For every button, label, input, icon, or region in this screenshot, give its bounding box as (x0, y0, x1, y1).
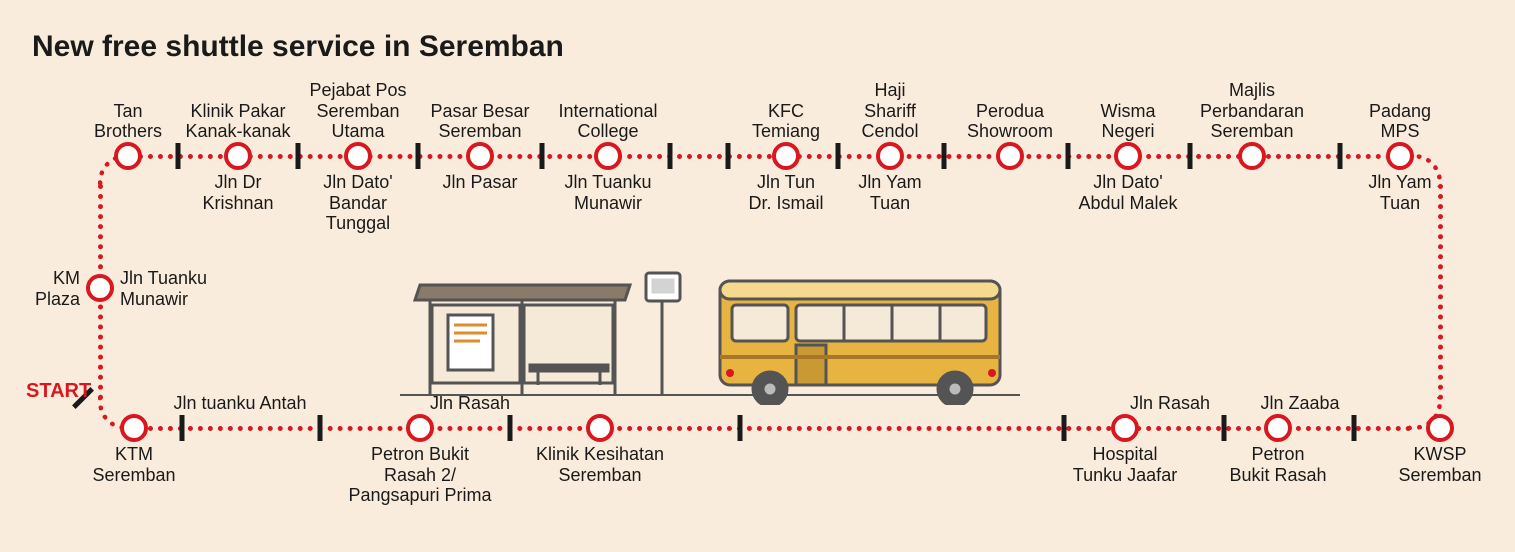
stop-label-top: Haji Shariff Cendol (861, 80, 918, 142)
track-tick (180, 415, 185, 441)
stop-node (1426, 414, 1454, 442)
track-tick (176, 143, 181, 169)
stop-node (466, 142, 494, 170)
stop-label-top: Wisma Negeri (1101, 101, 1156, 142)
stop-node (996, 142, 1024, 170)
stop-node (876, 142, 904, 170)
street-label-bottom: Jln Rasah (1130, 393, 1210, 414)
street-label-top: Jln Tun Dr. Ismail (748, 172, 823, 213)
track-tick (726, 143, 731, 169)
track-tick (738, 415, 743, 441)
stop-node (86, 274, 114, 302)
start-label: START (26, 380, 91, 403)
stop-label-bottom: KWSP Seremban (1398, 444, 1481, 485)
stop-label-bottom: Petron Bukit Rasah (1229, 444, 1326, 485)
stop-label-bottom: Klinik Kesihatan Seremban (536, 444, 664, 485)
track-tick (318, 415, 323, 441)
track-tick (508, 415, 513, 441)
stop-label-mid-right: Jln Tuanku Munawir (120, 268, 207, 309)
street-label-top: Jln Dato' Abdul Malek (1078, 172, 1177, 213)
stop-node (1114, 142, 1142, 170)
street-label-bottom: Jln Zaaba (1260, 393, 1339, 414)
stop-label-top: Tan Brothers (94, 101, 162, 142)
street-label-top: Jln Pasar (442, 172, 517, 193)
stop-label-top: Pasar Besar Seremban (430, 101, 529, 142)
track-top (128, 154, 1412, 159)
street-label-top: Jln Dr Krishnan (202, 172, 273, 213)
street-label-top: Jln Tuanku Munawir (564, 172, 651, 213)
track-tick (836, 143, 841, 169)
track-tick (416, 143, 421, 169)
track-tick (1066, 143, 1071, 169)
track-tick (1188, 143, 1193, 169)
track-tick (1352, 415, 1357, 441)
stop-label-bottom: KTM Seremban (92, 444, 175, 485)
stop-label-top: Padang MPS (1369, 101, 1431, 142)
track-tick (540, 143, 545, 169)
track-tick (1222, 415, 1227, 441)
stop-node (114, 142, 142, 170)
title: New free shuttle service in Seremban (32, 30, 564, 64)
street-label-top: Jln Yam Tuan (1368, 172, 1431, 213)
track-tick (296, 143, 301, 169)
stop-node (120, 414, 148, 442)
stop-node (772, 142, 800, 170)
stop-node (1111, 414, 1139, 442)
stop-label-top: KFC Temiang (752, 101, 820, 142)
stop-node (586, 414, 614, 442)
track-tick (1062, 415, 1067, 441)
stop-node (1238, 142, 1266, 170)
stop-label-top: Majlis Perbandaran Seremban (1200, 80, 1304, 142)
stop-label-top: International College (558, 101, 657, 142)
street-label-bottom: Jln tuanku Antah (173, 393, 306, 414)
track-tick (668, 143, 673, 169)
route-diagram: New free shuttle service in Seremban Tan … (0, 0, 1515, 552)
illustration (400, 245, 1020, 405)
track-right (1438, 184, 1443, 400)
street-label-top: Jln Dato' Bandar Tunggal (323, 172, 392, 234)
stop-node (1386, 142, 1414, 170)
bus-shelter-icon (400, 245, 1020, 405)
stop-label-top: Perodua Showroom (967, 101, 1053, 142)
stop-node (344, 142, 372, 170)
stop-node (406, 414, 434, 442)
stop-node (224, 142, 252, 170)
stop-label-top: Klinik Pakar Kanak-kanak (185, 101, 290, 142)
track-tick (1338, 143, 1343, 169)
stop-label-top: Pejabat Pos Seremban Utama (309, 80, 406, 142)
stop-node (594, 142, 622, 170)
track-tick (942, 143, 947, 169)
stop-label-mid-left: KM Plaza (35, 268, 80, 309)
stop-label-bottom: Hospital Tunku Jaafar (1073, 444, 1177, 485)
stop-node (1264, 414, 1292, 442)
stop-label-bottom: Petron Bukit Rasah 2/ Pangsapuri Prima (348, 444, 491, 506)
street-label-top: Jln Yam Tuan (858, 172, 921, 213)
